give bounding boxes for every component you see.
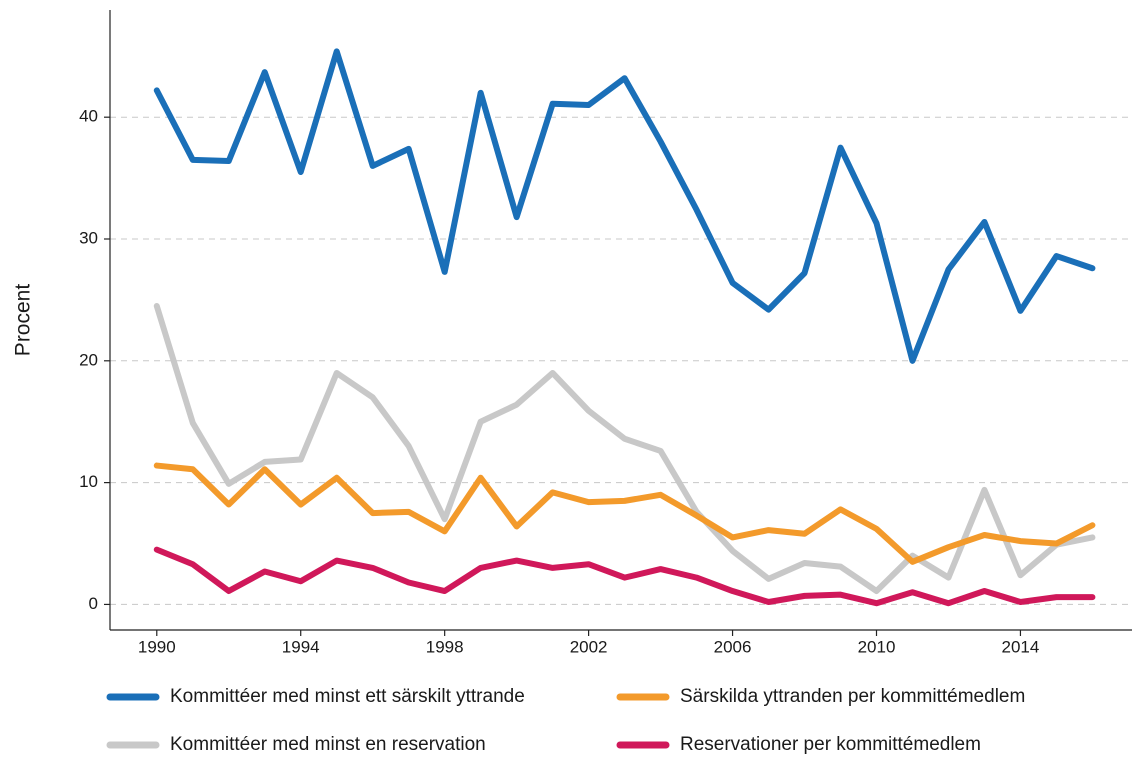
- series-line: [153, 546, 1096, 607]
- x-tick-label: 2010: [858, 637, 896, 656]
- series-line: [153, 302, 1096, 595]
- legend-label: Kommittéer med minst ett särskilt yttran…: [170, 686, 525, 707]
- y-tick-label: 10: [79, 472, 98, 491]
- y-tick-label: 30: [79, 228, 98, 247]
- legend-label: Särskilda yttranden per kommittémedlem: [680, 686, 1025, 707]
- y-tick-label: 20: [79, 350, 98, 369]
- y-tick-label: 0: [89, 594, 98, 613]
- y-axis-label: Procent: [12, 284, 35, 357]
- x-tick-label: 1994: [282, 637, 320, 656]
- x-tick-label: 2002: [570, 637, 608, 656]
- legend-label: Reservationer per kommittémedlem: [680, 734, 981, 755]
- series-line: [153, 48, 1096, 364]
- x-tick-label: 1998: [426, 637, 464, 656]
- legend-label: Kommittéer med minst en reservation: [170, 734, 486, 755]
- y-tick-label: 40: [79, 107, 98, 126]
- x-tick-label: 2014: [1002, 637, 1040, 656]
- x-tick-label: 2006: [714, 637, 752, 656]
- series-line: [153, 462, 1096, 565]
- x-tick-label: 1990: [138, 637, 176, 656]
